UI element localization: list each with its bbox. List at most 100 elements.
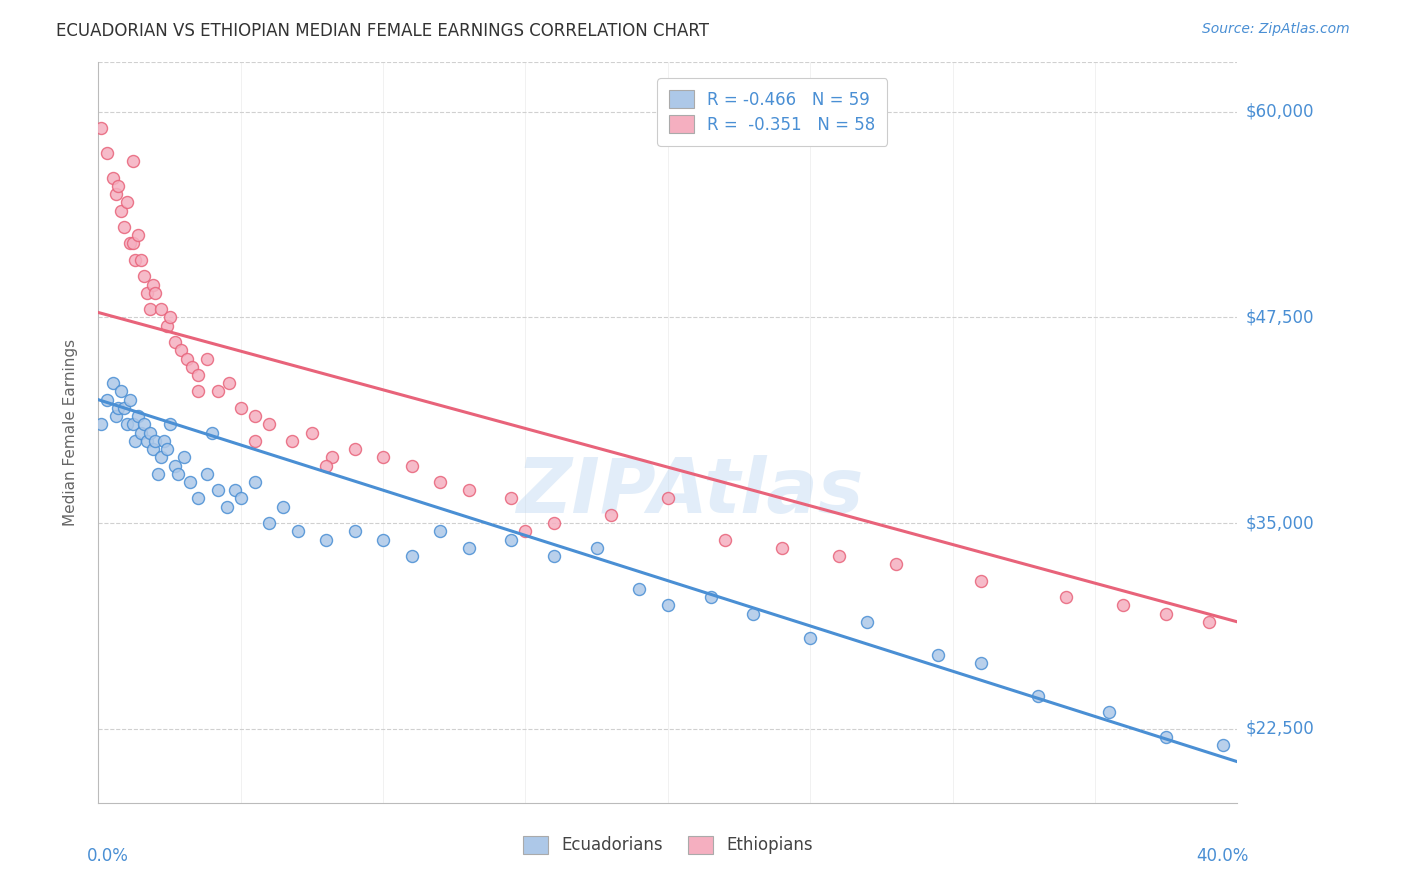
Point — [90, 121, 112, 136]
Point — [90, 417, 112, 432]
Point — [1154, 730, 1177, 744]
Point — [401, 549, 423, 563]
Point — [107, 178, 129, 193]
Point — [165, 458, 187, 473]
Point — [124, 434, 146, 448]
Point — [145, 434, 167, 448]
Point — [429, 524, 451, 539]
Text: ZIPAtlas: ZIPAtlas — [517, 455, 865, 529]
Point — [104, 409, 127, 424]
Point — [243, 409, 266, 424]
Point — [1056, 590, 1078, 604]
Point — [401, 458, 423, 473]
Point — [176, 351, 198, 366]
Point — [884, 558, 907, 572]
Point — [657, 491, 679, 506]
Point — [243, 434, 266, 448]
Point — [179, 475, 201, 489]
Text: 40.0%: 40.0% — [1197, 847, 1249, 865]
Point — [112, 401, 135, 415]
Point — [132, 417, 155, 432]
Point — [281, 434, 304, 448]
Y-axis label: Median Female Earnings: Median Female Earnings — [63, 339, 77, 526]
Point — [173, 450, 195, 465]
Point — [101, 376, 124, 391]
Point — [96, 392, 118, 407]
Point — [543, 516, 565, 530]
Point — [159, 417, 181, 432]
Point — [112, 219, 135, 234]
Point — [195, 467, 218, 481]
Point — [657, 599, 679, 613]
Point — [457, 541, 479, 555]
Point — [118, 236, 141, 251]
Point — [259, 516, 281, 530]
Point — [167, 467, 190, 481]
Point — [373, 450, 395, 465]
Point — [138, 425, 160, 440]
Point — [970, 656, 993, 670]
Point — [121, 417, 143, 432]
Point — [321, 450, 343, 465]
Point — [714, 533, 737, 547]
Point — [373, 533, 395, 547]
Point — [181, 359, 204, 374]
Point — [315, 533, 337, 547]
Legend: Ecuadorians, Ethiopians: Ecuadorians, Ethiopians — [516, 829, 820, 861]
Point — [121, 236, 143, 251]
Point — [600, 508, 623, 522]
Point — [742, 607, 765, 621]
Point — [515, 524, 537, 539]
Point — [343, 442, 366, 456]
Point — [273, 500, 295, 514]
Point — [115, 195, 138, 210]
Point — [135, 434, 157, 448]
Point — [141, 277, 163, 292]
Point — [585, 541, 607, 555]
Point — [165, 335, 187, 350]
Point — [699, 590, 721, 604]
Point — [856, 615, 879, 629]
Point — [101, 170, 124, 185]
Text: $22,500: $22,500 — [1246, 720, 1315, 738]
Point — [153, 434, 176, 448]
Point — [259, 417, 281, 432]
Point — [628, 582, 651, 596]
Point — [501, 533, 523, 547]
Point — [127, 228, 149, 243]
Point — [215, 500, 238, 514]
Text: 0.0%: 0.0% — [87, 847, 129, 865]
Point — [229, 401, 252, 415]
Point — [301, 425, 323, 440]
Point — [118, 392, 141, 407]
Point — [1154, 607, 1177, 621]
Point — [121, 154, 143, 169]
Point — [129, 252, 152, 267]
Point — [107, 401, 129, 415]
Point — [127, 409, 149, 424]
Point — [141, 442, 163, 456]
Point — [187, 491, 209, 506]
Point — [135, 285, 157, 300]
Point — [110, 203, 132, 218]
Point — [1198, 615, 1220, 629]
Point — [195, 351, 218, 366]
Point — [1098, 706, 1121, 720]
Point — [145, 285, 167, 300]
Point — [343, 524, 366, 539]
Point — [224, 483, 246, 498]
Text: $60,000: $60,000 — [1246, 103, 1315, 120]
Point — [156, 442, 179, 456]
Text: ECUADORIAN VS ETHIOPIAN MEDIAN FEMALE EARNINGS CORRELATION CHART: ECUADORIAN VS ETHIOPIAN MEDIAN FEMALE EA… — [56, 22, 709, 40]
Point — [124, 252, 146, 267]
Point — [543, 549, 565, 563]
Point — [315, 458, 337, 473]
Point — [287, 524, 309, 539]
Point — [1112, 599, 1135, 613]
Point — [207, 384, 229, 399]
Point — [243, 475, 266, 489]
Point — [148, 467, 170, 481]
Point — [970, 574, 993, 588]
Text: $35,000: $35,000 — [1246, 514, 1315, 533]
Point — [828, 549, 851, 563]
